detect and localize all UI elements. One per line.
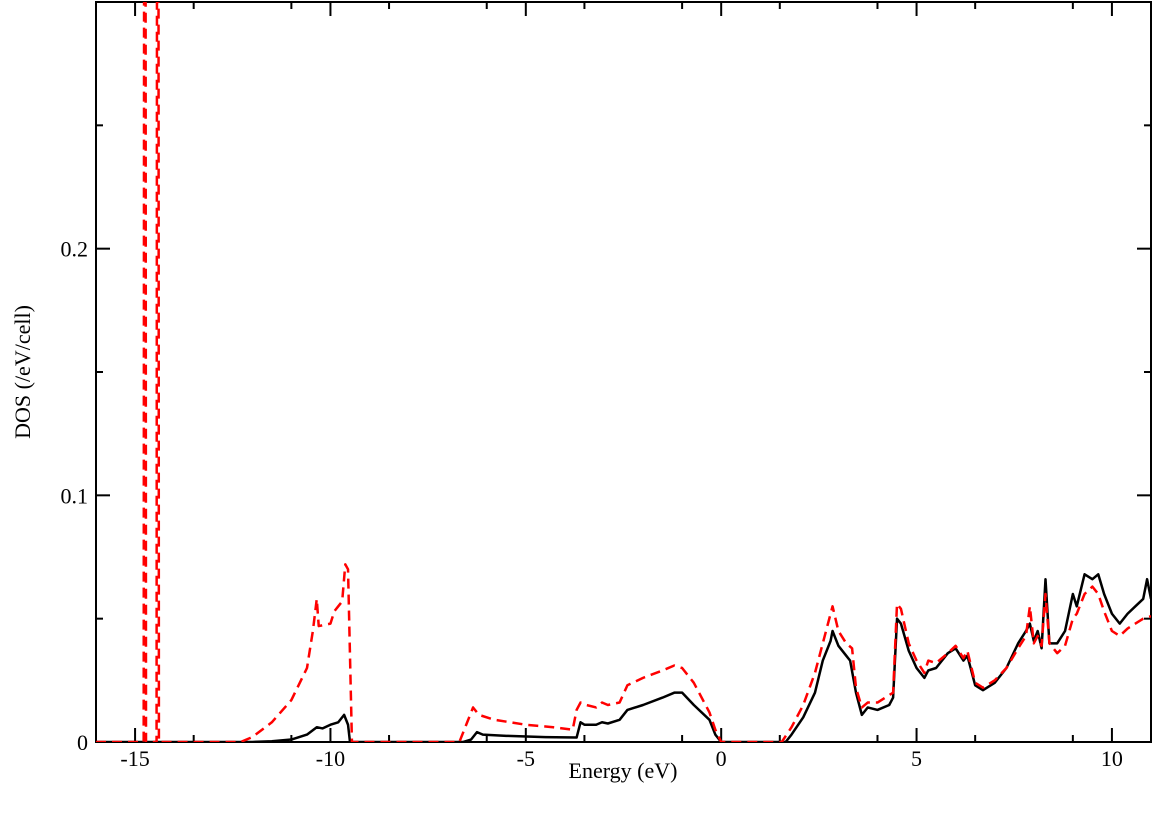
x-tick-label: 5 <box>911 746 922 771</box>
x-tick-label: -10 <box>316 746 345 771</box>
tick-marks <box>95 2 1151 743</box>
y-tick-label: 0.1 <box>61 483 89 508</box>
y-axis-label: DOS (/eV/cell) <box>10 305 35 439</box>
x-tick-label: -5 <box>517 746 535 771</box>
series-line-dashed <box>96 2 1151 742</box>
x-tick-label: -15 <box>120 746 149 771</box>
plot-frame <box>95 1 1152 743</box>
tick-labels: -15 -10 -5 0 5 10 0 0.1 0.2 <box>61 237 1123 771</box>
series-layer <box>96 2 1151 742</box>
x-tick-label: 0 <box>716 746 727 771</box>
y-tick-label: 0.2 <box>61 237 89 262</box>
y-tick-label: 0 <box>77 730 88 755</box>
series-line-solid <box>96 573 1151 742</box>
x-tick-label: 10 <box>1101 746 1123 771</box>
x-axis-label: Energy (eV) <box>569 758 678 783</box>
